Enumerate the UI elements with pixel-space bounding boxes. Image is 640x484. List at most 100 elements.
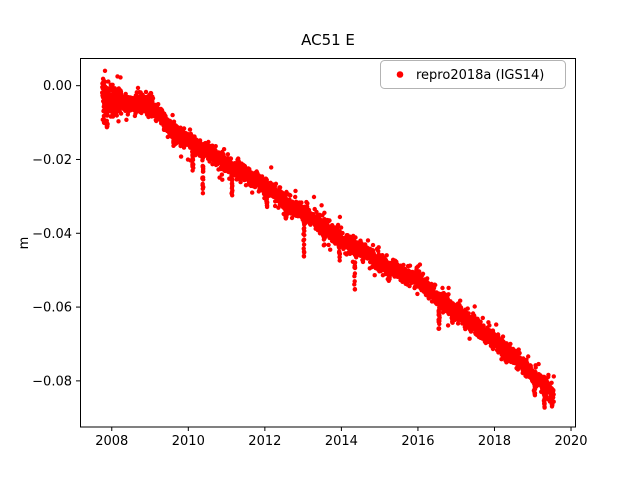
- scatter-point: [190, 152, 195, 157]
- scatter-point: [386, 270, 391, 275]
- scatter-point: [549, 380, 554, 385]
- scatter-point: [301, 254, 307, 259]
- y-tick-label: −0.02: [32, 153, 72, 168]
- scatter-point: [264, 177, 269, 183]
- scatter-point: [264, 199, 269, 204]
- scatter-point: [229, 173, 235, 178]
- scatter-point: [170, 112, 175, 118]
- scatter-point: [311, 194, 317, 200]
- scatter-point: [384, 253, 389, 258]
- scatter-point: [190, 148, 195, 153]
- scatter-point: [269, 165, 274, 170]
- scatter-point: [109, 100, 115, 105]
- scatter-point: [551, 374, 556, 379]
- scatter-point: [110, 113, 116, 119]
- scatter-point: [542, 405, 547, 410]
- scatter-point: [436, 326, 442, 331]
- scatter-point: [417, 269, 422, 274]
- scatter-point: [106, 79, 111, 84]
- scatter-point: [446, 292, 451, 297]
- scatter-point: [487, 323, 492, 328]
- chart-title: AC51 E: [301, 31, 355, 49]
- scatter-point: [178, 154, 184, 159]
- scatter-point: [546, 372, 551, 378]
- scatter-point: [337, 243, 342, 249]
- scatter-point: [340, 230, 345, 236]
- scatter-point: [508, 341, 513, 347]
- scatter-point: [450, 311, 455, 316]
- scatter-point: [503, 350, 509, 355]
- scatter-point: [526, 354, 531, 359]
- scatter-point: [272, 203, 278, 209]
- scatter-point: [187, 127, 193, 132]
- scatter-point: [458, 298, 463, 303]
- scatter-point: [437, 306, 442, 311]
- scatter-point: [250, 190, 255, 195]
- scatter-point: [277, 185, 283, 190]
- scatter-point: [143, 89, 149, 95]
- scatter-point: [481, 323, 486, 328]
- scatter-point: [220, 177, 225, 182]
- scatter-point: [401, 262, 406, 268]
- scatter-point: [104, 113, 110, 118]
- scatter-point: [436, 298, 442, 303]
- scatter-point: [549, 392, 554, 397]
- scatter-series: [100, 68, 556, 410]
- scatter-point: [425, 276, 430, 281]
- scatter-point: [293, 188, 298, 194]
- scatter-point: [322, 242, 327, 247]
- scatter-point: [322, 210, 327, 215]
- x-tick-label: 2012: [248, 434, 281, 449]
- scatter-point: [301, 242, 307, 247]
- scatter-point: [517, 350, 522, 356]
- x-tick-label: 2018: [478, 434, 511, 449]
- scatter-point: [135, 85, 141, 91]
- scatter-point: [200, 175, 206, 180]
- y-tick-label: −0.08: [32, 374, 72, 389]
- scatter-point: [301, 231, 306, 237]
- scatter-point: [352, 246, 357, 251]
- scatter-point: [115, 74, 120, 79]
- scatter-point: [376, 245, 381, 250]
- scatter-point: [299, 200, 304, 205]
- scatter-point: [238, 179, 243, 185]
- scatter-point: [321, 229, 327, 234]
- scatter-point: [301, 213, 306, 218]
- scatter-point: [116, 119, 121, 124]
- scatter-point: [480, 315, 485, 321]
- scatter-point: [283, 202, 288, 207]
- scatter-point: [206, 139, 211, 145]
- scatter-point: [549, 402, 554, 407]
- scatter-point: [243, 183, 249, 188]
- scatter-point: [420, 271, 426, 276]
- legend: repro2018a (IGS14): [380, 60, 566, 89]
- scatter-point: [305, 201, 310, 206]
- scatter-point: [335, 222, 341, 228]
- scatter-point: [110, 105, 116, 110]
- scatter-point: [370, 242, 376, 248]
- scatter-point: [219, 172, 225, 177]
- scatter-point: [319, 203, 324, 208]
- scatter-point: [247, 167, 252, 172]
- scatter-point: [181, 126, 187, 131]
- scatter-point: [171, 119, 177, 124]
- scatter-point: [338, 225, 344, 230]
- x-tick-label: 2010: [172, 434, 205, 449]
- scatter-point: [494, 322, 499, 327]
- scatter-point: [352, 265, 357, 270]
- scatter-point: [229, 181, 235, 186]
- y-axis-label: m: [17, 237, 32, 250]
- scatter-point: [536, 361, 541, 367]
- scatter-point: [450, 315, 455, 320]
- scatter-point: [283, 209, 288, 215]
- scatter-point: [210, 162, 215, 167]
- scatter-point: [327, 218, 332, 223]
- scatter-point: [288, 193, 293, 198]
- scatter-point: [417, 262, 423, 267]
- scatter-point: [445, 323, 451, 328]
- scatter-point: [352, 274, 357, 279]
- scatter-point: [450, 320, 455, 325]
- scatter-point: [306, 207, 312, 213]
- x-tick-label: 2020: [554, 434, 587, 449]
- scatter-point: [352, 287, 358, 292]
